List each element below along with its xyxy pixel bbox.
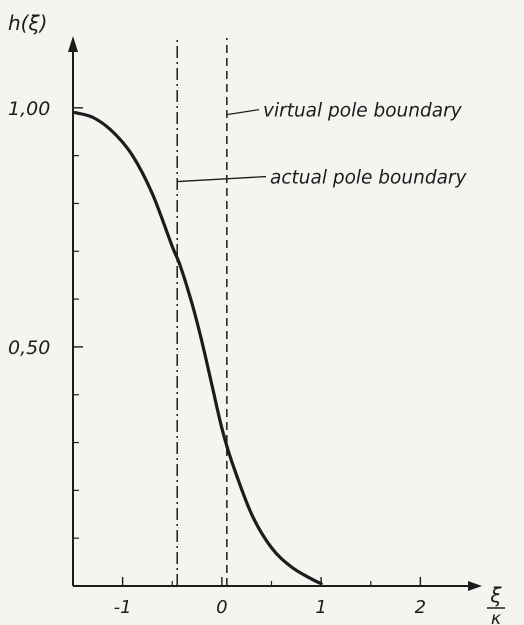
y-axis-arrow [68, 36, 78, 52]
x-tick-label: 1 [315, 597, 326, 618]
labels: h(ξ) ξ κ [8, 11, 505, 625]
x-tick-label: 0 [216, 597, 227, 618]
h-curve [73, 111, 323, 586]
y-tick-label: 1,00 [8, 98, 50, 120]
x-axis-label-numerator: ξ [489, 583, 502, 607]
x-axis-label-denominator: κ [491, 609, 501, 625]
annotation-leader [177, 175, 267, 183]
y-axis-label: h(ξ) [8, 11, 47, 35]
pole-boundaries [176, 38, 228, 586]
ticks: -1 0 1 2 0,50 1,00 [8, 98, 426, 618]
x-tick-label: 2 [415, 597, 426, 618]
x-tick-label: -1 [114, 597, 132, 618]
virtual-pole-boundary-label: virtual pole boundary [263, 101, 463, 122]
x-axis-arrow [468, 581, 482, 591]
annotation-leader [226, 108, 260, 116]
curve-layer [73, 111, 323, 586]
y-tick-label: 0,50 [8, 337, 50, 359]
annotations: virtual pole boundary actual pole boundar… [177, 101, 468, 189]
actual-pole-boundary-label: actual pole boundary [270, 168, 468, 189]
